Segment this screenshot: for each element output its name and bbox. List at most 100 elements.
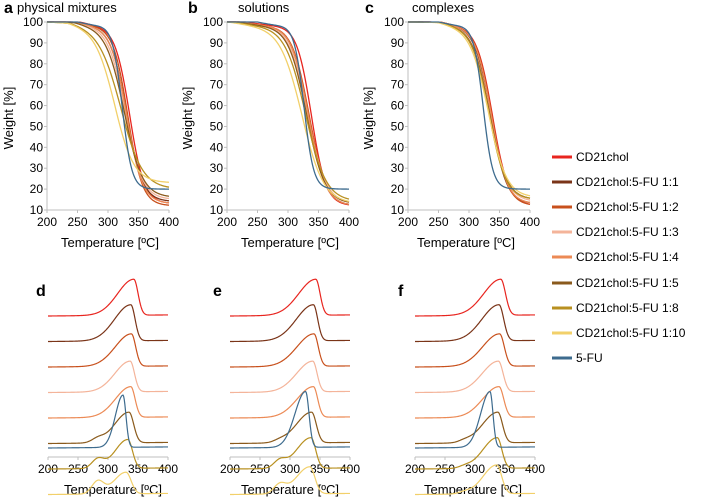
panel-c-ytick-label: 60 [391,99,405,113]
panel-a-ytick-label: 90 [30,36,44,50]
legend-label: CD21chol:5-FU 1:3 [576,225,679,239]
panel-e-series-line [229,437,351,470]
panel-b-series-line [227,21,350,200]
panel-c-series-line [408,21,531,204]
panel-e-series-line [229,278,351,317]
panel-b-series-line [227,21,350,203]
panel-a-xtick-label: 300 [98,215,118,229]
panel-a-xtick-label: 200 [37,215,57,229]
panel-b-xlabel: Temperature [ºC] [241,235,339,250]
panel-a-xlabel: Temperature [ºC] [61,235,159,250]
panel-c-ytick-label: 20 [391,182,405,196]
panel-a-xtick-label: 250 [67,215,87,229]
panel-a-ytick-label: 60 [30,99,44,113]
panel-f-xlabel: Temperature [ºC] [424,482,522,497]
panel-a-xtick-label: 400 [159,215,179,229]
panel-d-series-line [47,438,169,470]
panel-b-series-line [227,21,350,203]
panel-c-xtick-label: 200 [398,215,418,229]
panel-c-xtick-label: 400 [520,215,540,229]
panel-letter-c: c [365,0,374,17]
panel-b-series-line [227,21,350,203]
panel-c-ytick-label: 80 [391,57,405,71]
panel-a-ytick-label: 40 [30,140,44,154]
panel-b-ytick-label: 90 [210,36,224,50]
panel-f-series-line [414,278,536,317]
panel-b-title: solutions [238,0,290,15]
panel-a-series-line [47,21,170,204]
panel-d-series-line [47,278,169,317]
panel-b-ytick-label: 70 [210,78,224,92]
legend-label: 5-FU [576,351,603,365]
panel-d-xtick-label: 400 [158,462,178,476]
panel-e-series-line [229,411,351,445]
panel-e-series-line [229,390,351,449]
panel-f-series-line [414,464,536,496]
panel-b-series-line [227,21,350,206]
panel-d-series-line [47,394,169,449]
panel-letter-e: e [213,283,222,300]
panel-d-series-line [47,333,169,368]
legend-label: CD21chol:5-FU 1:5 [576,276,679,290]
panel-b-series-line [226,21,350,203]
panel-a-series-line [47,21,170,197]
panel-letter-f: f [398,283,404,300]
panel-d-series-line [47,360,169,394]
panel-b-ytick-label: 50 [210,119,224,133]
panel-f-series-line [414,304,536,343]
panel-d-series-line [47,471,169,496]
panel-c-ytick-label: 100 [384,15,404,29]
panel-a-series-line [47,21,170,204]
panel-c-series-line [408,21,531,204]
panel-b-xtick-label: 400 [339,215,359,229]
panel-c-ytick-label: 50 [391,119,405,133]
panel-c-ytick-label: 70 [391,78,405,92]
panel-c-ytick-label: 30 [391,161,405,175]
panel-a-title: physical mixtures [17,0,117,15]
panel-d-series-line [47,386,169,419]
panel-letter-d: d [36,283,46,300]
panel-b-series-line [227,21,350,205]
panel-a-ylabel: Weight [%] [1,87,16,150]
panel-a-ytick-label: 10 [30,203,44,217]
panel-b-ytick-label: 40 [210,140,224,154]
panel-a-ytick-label: 70 [30,78,44,92]
panel-c-series-line [408,21,531,199]
legend-label: CD21chol:5-FU 1:8 [576,301,679,315]
panel-d-series-line [47,304,169,343]
panel-e-series-line [229,386,351,419]
panel-d-series-line [47,411,169,445]
panel-b-ytick-label: 80 [210,57,224,71]
panel-b-ytick-label: 30 [210,161,224,175]
panel-b-ylabel: Weight [%] [180,87,195,150]
panel-letter-a: a [4,0,13,17]
legend-label: CD21chol:5-FU 1:10 [576,326,686,340]
panel-a-xtick-label: 350 [128,215,148,229]
panel-b-ytick-label: 60 [210,99,224,113]
panel-a-ytick-label: 100 [23,15,43,29]
panel-b-series-line [227,21,350,205]
panel-c-xtick-label: 300 [459,215,479,229]
panel-c-xtick-label: 350 [489,215,509,229]
panel-c-ytick-label: 90 [391,36,405,50]
legend-label: CD21chol:5-FU 1:1 [576,175,679,189]
panel-f-xtick-label: 400 [525,462,545,476]
panel-e-xtick-label: 350 [310,462,330,476]
panel-f-series-line [414,360,536,394]
panel-c-series-line [408,21,530,190]
panel-letter-b: b [188,0,198,17]
panel-c-series-line [408,21,531,197]
panel-e-series-line [229,360,351,394]
legend-label: CD21chol:5-FU 1:2 [576,200,679,214]
panel-e-series-line [229,466,351,496]
panel-b-xtick-label: 250 [247,215,267,229]
panel-e-series-line [229,333,351,368]
panel-d-xlabel: Temperature [ºC] [64,482,162,497]
panel-d-xtick-label: 350 [128,462,148,476]
panel-a-ytick-label: 80 [30,57,44,71]
panel-c-series-line [408,21,531,205]
panel-b-ytick-label: 20 [210,182,224,196]
legend-label: CD21chol [576,150,629,164]
panel-c-series-line [407,21,531,199]
